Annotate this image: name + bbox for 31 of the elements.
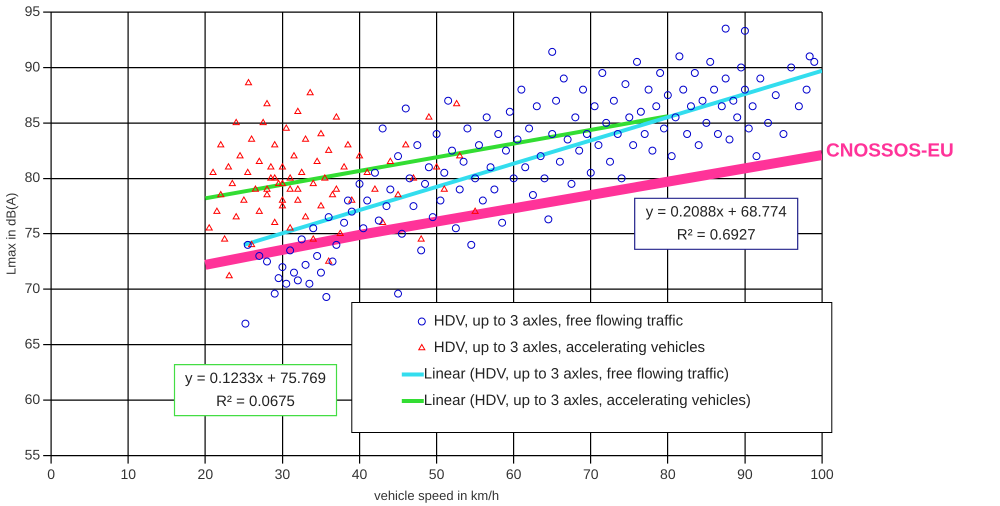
x-tick-label: 80 bbox=[660, 466, 676, 482]
x-axis-title: vehicle speed in km/h bbox=[374, 488, 500, 503]
x-tick-label: 70 bbox=[582, 466, 599, 482]
x-tick-label: 10 bbox=[120, 466, 136, 482]
x-tick-label: 60 bbox=[506, 466, 522, 482]
y-tick-label: 80 bbox=[24, 169, 40, 186]
x-tick-label: 40 bbox=[352, 466, 368, 482]
annotation: y = 0.2088x + 68.774 bbox=[646, 203, 787, 220]
legend-label: Linear (HDV, up to 3 axles, accelerating vehicles) bbox=[424, 392, 751, 410]
y-tick-label: 85 bbox=[24, 114, 40, 130]
y-tick-label: 90 bbox=[24, 58, 40, 74]
legend-label: HDV, up to 3 axles, accelerating vehicles bbox=[434, 339, 706, 356]
x-tick-label: 50 bbox=[428, 466, 445, 482]
y-tick-label: 70 bbox=[24, 280, 40, 296]
y-tick-label: 75 bbox=[24, 224, 40, 241]
y-tick-label: 55 bbox=[24, 446, 40, 462]
annotation: CNOSSOS-EU bbox=[826, 140, 954, 162]
x-tick-label: 90 bbox=[737, 466, 753, 482]
y-axis-title: Lmax in dB(A) bbox=[3, 192, 18, 275]
legend-label: Linear (HDV, up to 3 axles, free flowing traffic) bbox=[424, 366, 729, 383]
x-tick-label: 30 bbox=[274, 466, 290, 482]
annotation: y = 0.1233x + 75.769 bbox=[185, 370, 326, 387]
x-tick-label: 0 bbox=[47, 466, 56, 482]
x-tick-label: 100 bbox=[810, 466, 834, 482]
y-tick-label: 95 bbox=[24, 2, 40, 19]
annotation: R² = 0.0675 bbox=[216, 392, 295, 410]
annotation: R² = 0.6927 bbox=[676, 226, 756, 244]
y-tick-label: 60 bbox=[24, 391, 40, 408]
legend-label: HDV, up to 3 axles, free flowing traffic bbox=[434, 312, 684, 330]
y-tick-label: 65 bbox=[24, 336, 40, 352]
x-tick-label: 20 bbox=[198, 466, 214, 482]
